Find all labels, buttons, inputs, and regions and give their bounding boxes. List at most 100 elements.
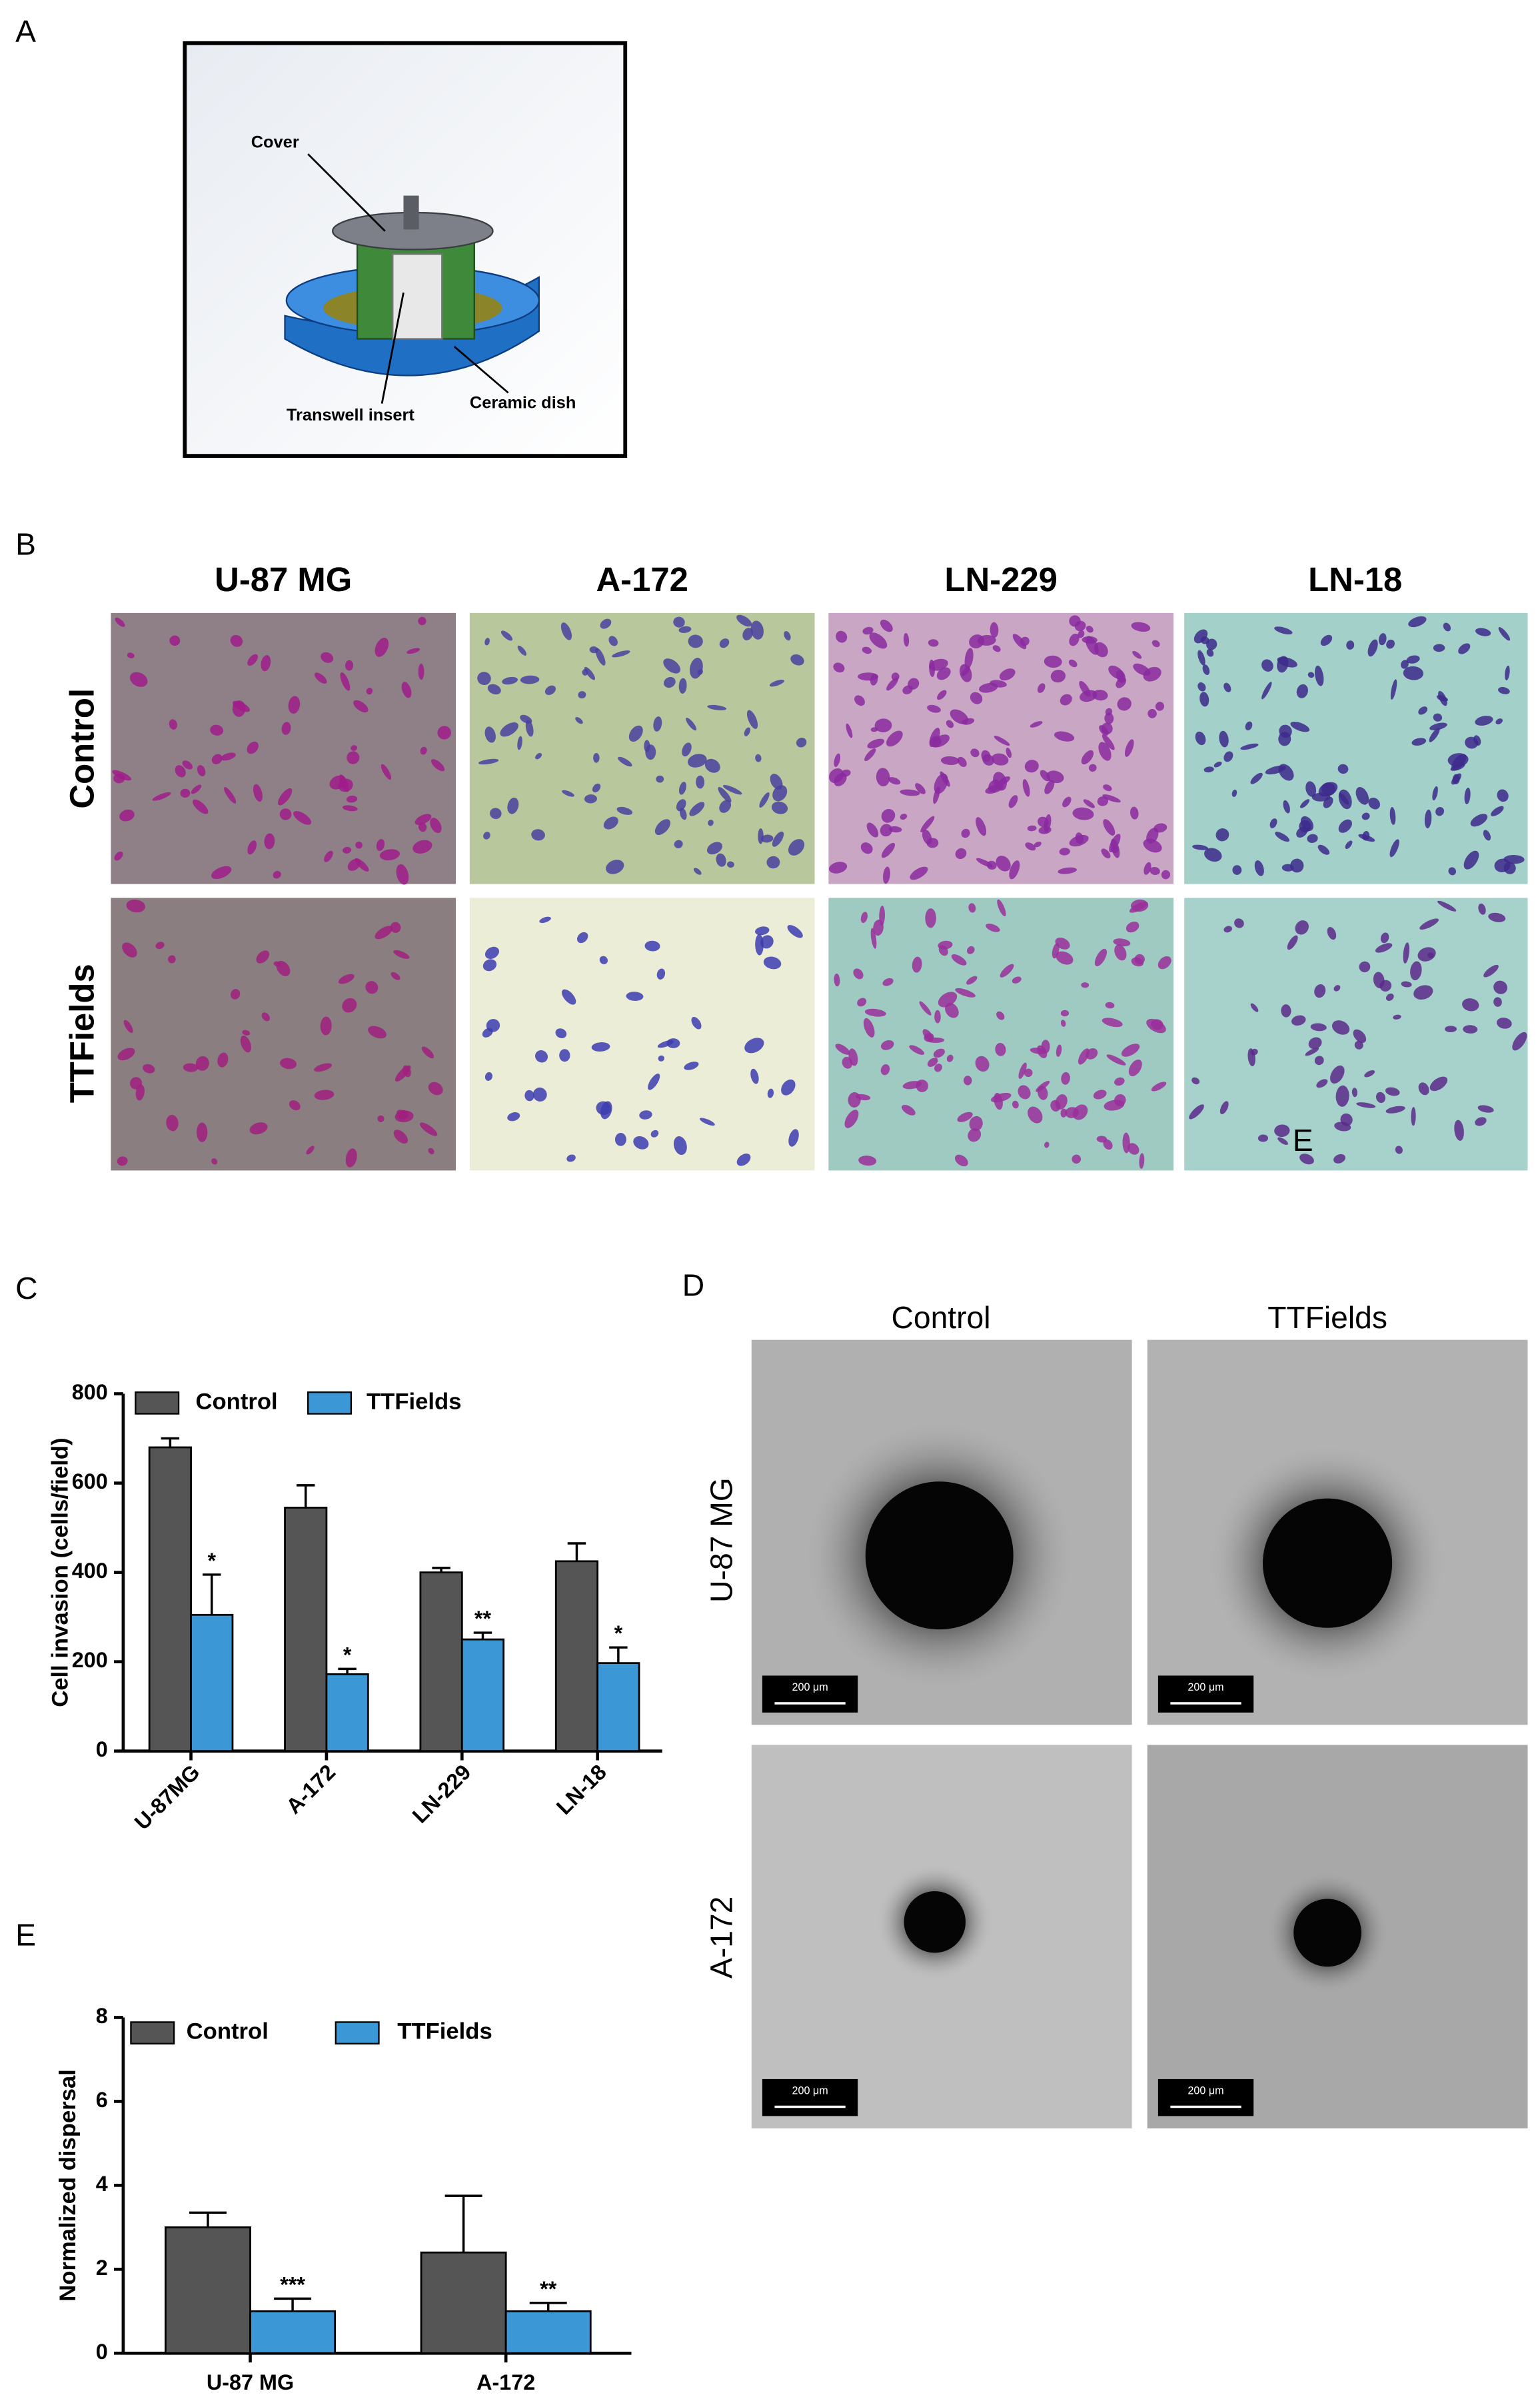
- cell: [1308, 1037, 1322, 1050]
- cell: [314, 672, 327, 684]
- cell: [278, 788, 293, 806]
- significance: **: [540, 2277, 557, 2301]
- cell: [1247, 1048, 1255, 1067]
- cell: [1475, 628, 1491, 636]
- cell: [1078, 1048, 1090, 1065]
- cell: [355, 841, 363, 849]
- bar: [504, 2310, 592, 2354]
- error-bar: [297, 1484, 315, 1508]
- column-title: U-87 MG: [215, 560, 352, 598]
- cell: [345, 660, 354, 671]
- bar: [148, 1446, 192, 1753]
- cell: [606, 860, 624, 874]
- cell: [1254, 860, 1264, 876]
- cell: [1368, 797, 1380, 810]
- cell: [1429, 728, 1440, 742]
- panel-label: D: [682, 1267, 704, 1302]
- cell: [744, 1038, 764, 1054]
- cell: [1250, 772, 1263, 784]
- cell: [1231, 789, 1237, 797]
- cell: [1111, 845, 1119, 854]
- cell: [1060, 694, 1072, 706]
- cell: [1496, 1018, 1512, 1029]
- x-tick-label: LN-18: [552, 1760, 611, 1819]
- cell: [955, 988, 976, 998]
- cell: [1025, 842, 1036, 851]
- cell: [1443, 622, 1451, 632]
- cell: [406, 648, 420, 654]
- cell: [1331, 1020, 1350, 1035]
- cell: [933, 1048, 945, 1058]
- cell: [393, 1130, 408, 1144]
- cell: [539, 916, 551, 924]
- cell: [1191, 1077, 1200, 1085]
- significance: *: [614, 1621, 623, 1645]
- bar: [190, 1613, 234, 1753]
- cell: [507, 797, 519, 814]
- cell: [1433, 713, 1443, 722]
- cell: [676, 799, 686, 812]
- cell: [1096, 1136, 1108, 1143]
- cell: [976, 858, 994, 868]
- cell: [854, 695, 865, 706]
- cell: [1337, 764, 1349, 774]
- cell: [788, 1129, 799, 1147]
- cell: [771, 801, 788, 814]
- cell: [1060, 1010, 1070, 1017]
- cell: [1462, 998, 1479, 1012]
- cell: [1269, 818, 1277, 828]
- cell: [247, 741, 259, 754]
- cell: [975, 1056, 990, 1072]
- cell: [664, 676, 676, 688]
- cell: [155, 942, 165, 950]
- cell: [1036, 1080, 1050, 1092]
- cell: [920, 816, 935, 833]
- cell: [1018, 1085, 1031, 1100]
- cell: [1223, 926, 1232, 933]
- cell: [1055, 1094, 1068, 1110]
- cell: [1464, 787, 1471, 804]
- cell: [535, 752, 542, 760]
- cell: [1290, 858, 1304, 873]
- cell: [1093, 1090, 1107, 1100]
- y-axis-label: Normalized dispersal: [55, 2069, 81, 2302]
- diagram-label: Transwell insert: [287, 406, 415, 424]
- cell: [1327, 926, 1337, 940]
- cell: [1099, 725, 1109, 736]
- cell: [978, 682, 998, 693]
- cell: [1291, 1015, 1306, 1026]
- cell: [1424, 809, 1432, 828]
- cell: [736, 614, 752, 627]
- cell: [1470, 814, 1488, 827]
- cell: [1367, 639, 1378, 657]
- spheroid: [865, 1481, 1014, 1630]
- cell: [976, 817, 987, 836]
- cell: [502, 676, 518, 685]
- spheroid: [1263, 1498, 1393, 1628]
- cell: [1395, 1146, 1403, 1154]
- cell: [707, 704, 727, 710]
- cell: [1314, 1056, 1324, 1066]
- cell: [1417, 947, 1436, 962]
- cell: [997, 899, 1006, 917]
- error-bar: [161, 1437, 180, 1447]
- cell: [279, 808, 292, 820]
- cell: [736, 1154, 751, 1166]
- cell: [1122, 1132, 1130, 1154]
- cell: [1495, 718, 1503, 724]
- cell: [888, 777, 901, 785]
- cell: [1473, 735, 1481, 746]
- cell: [833, 662, 845, 673]
- cell: [951, 954, 967, 966]
- cell: [532, 1088, 547, 1102]
- cell: [1419, 918, 1439, 930]
- cell: [1104, 712, 1114, 724]
- cell: [1401, 981, 1412, 988]
- cell: [231, 989, 241, 1000]
- micrograph: [1184, 612, 1528, 884]
- cell: [1512, 1032, 1527, 1051]
- cell: [1081, 750, 1094, 765]
- scale-bar-box: [1157, 2078, 1254, 2116]
- cell: [936, 667, 951, 680]
